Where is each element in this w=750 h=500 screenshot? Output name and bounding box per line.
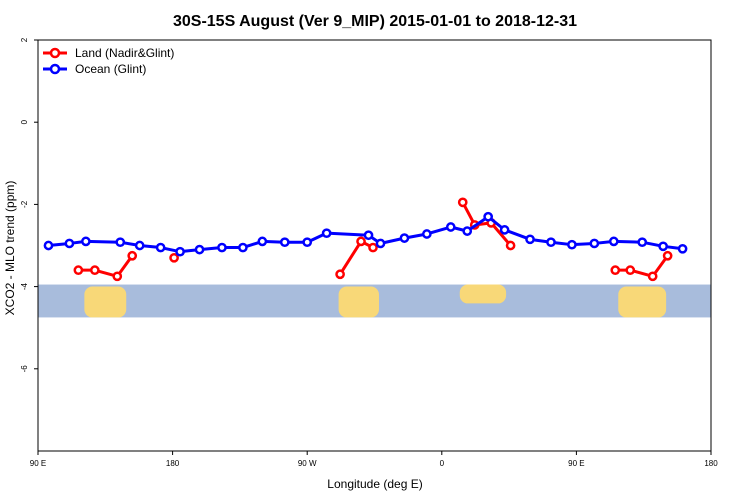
data-point-ocean: [302, 237, 313, 248]
y-axis: 2 0 -2 -4 -6: [20, 37, 38, 372]
data-point-land: [505, 240, 516, 251]
data-point-land: [368, 242, 378, 253]
data-point-land: [335, 269, 345, 280]
data-point-ocean: [445, 222, 456, 232]
data-point-land: [610, 265, 621, 276]
data-point-ocean: [363, 230, 374, 241]
data-point-land: [662, 250, 673, 261]
map-background: [38, 284, 711, 318]
data-point-ocean: [134, 240, 145, 251]
data-point-ocean: [677, 243, 688, 254]
data-point-ocean: [257, 236, 268, 247]
data-point-ocean: [175, 246, 185, 257]
x-tick-label: 90 W: [298, 459, 317, 468]
x-axis-label: Longitude (deg E): [327, 477, 422, 491]
legend-marker-land: [49, 47, 61, 59]
series-layer: [43, 197, 688, 282]
data-point-ocean: [608, 236, 619, 247]
data-point-land: [169, 252, 179, 263]
data-point-ocean: [375, 238, 386, 249]
data-point-ocean: [115, 237, 126, 248]
data-point-ocean: [194, 244, 205, 255]
x-tick-label: 180: [704, 459, 718, 468]
data-point-ocean: [546, 237, 556, 248]
data-point-ocean: [81, 236, 91, 247]
series-line-land: [461, 201, 512, 247]
land-patch: [618, 286, 667, 318]
data-point-land: [647, 271, 658, 282]
x-tick-label: 90 E: [568, 459, 584, 468]
y-tick-label: -4: [20, 282, 29, 290]
y-tick-label: -2: [20, 200, 29, 208]
data-point-land: [356, 236, 366, 247]
data-point-land: [73, 265, 84, 276]
land-patch: [338, 286, 379, 318]
data-point-ocean: [321, 228, 332, 239]
data-point-ocean: [399, 233, 410, 243]
land-patch: [459, 284, 507, 304]
series-line-land: [615, 254, 669, 278]
data-point-ocean: [238, 242, 248, 253]
data-point-ocean: [525, 234, 535, 245]
series-line-land: [78, 254, 134, 278]
data-point-land: [457, 197, 468, 208]
data-point-ocean: [589, 238, 600, 249]
data-point-land: [112, 271, 123, 282]
data-point-ocean: [483, 211, 494, 222]
data-point-ocean: [64, 238, 75, 249]
legend-label-land: Land (Nadir&Glint): [75, 46, 174, 60]
land-patch: [84, 286, 127, 318]
y-tick-label: 0: [20, 119, 29, 124]
data-point-ocean: [499, 225, 510, 235]
chart-title: 30S-15S August (Ver 9_MIP) 2015-01-01 to…: [173, 13, 577, 30]
plot-border: [37, 39, 712, 452]
legend-label-ocean: Ocean (Glint): [75, 62, 146, 76]
data-point-ocean: [637, 237, 648, 248]
data-point-land: [89, 265, 100, 276]
x-tick-label: 180: [166, 459, 180, 468]
data-point-ocean: [462, 226, 473, 236]
data-point-ocean: [567, 239, 577, 250]
data-point-land: [127, 250, 138, 261]
x-tick-label: 0: [440, 459, 445, 468]
data-point-ocean: [43, 240, 54, 251]
x-axis: 90 E 180 90 W 0 90 E 180: [30, 451, 718, 468]
series-line-land: [338, 239, 374, 276]
y-tick-label: -6: [20, 365, 29, 373]
data-point-land: [625, 265, 636, 276]
data-point-ocean: [217, 242, 227, 253]
x-tick-label: 90 E: [30, 459, 46, 468]
y-tick-label: 2: [20, 37, 29, 42]
legend: Land (Nadir&Glint) Ocean (Glint): [43, 46, 174, 76]
data-point-ocean: [658, 241, 668, 252]
data-point-ocean: [421, 229, 432, 239]
data-point-ocean: [279, 237, 290, 248]
legend-marker-ocean: [49, 63, 61, 75]
data-point-ocean: [155, 242, 166, 253]
y-axis-label: XCO2 - MLO trend (ppm): [3, 181, 17, 316]
plot-frame: [37, 39, 712, 452]
